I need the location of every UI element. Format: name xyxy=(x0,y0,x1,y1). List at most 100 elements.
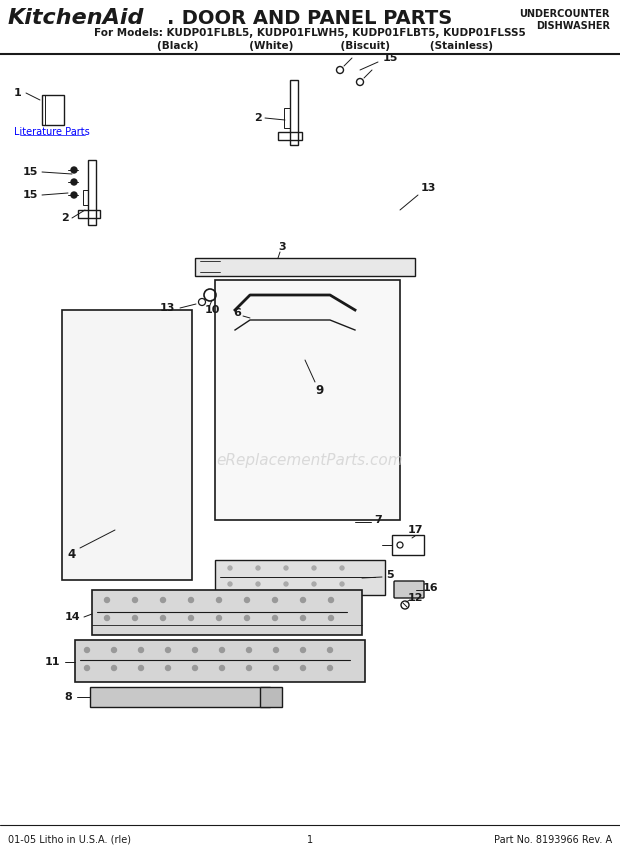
Text: 10: 10 xyxy=(205,305,219,315)
Text: (Black)              (White)             (Biscuit)           (Stainless): (Black) (White) (Biscuit) (Stainless) xyxy=(128,41,492,51)
Circle shape xyxy=(71,192,77,198)
Circle shape xyxy=(105,597,110,603)
Text: 17: 17 xyxy=(407,525,423,535)
Circle shape xyxy=(216,615,221,621)
Circle shape xyxy=(301,615,306,621)
Text: 14: 14 xyxy=(64,612,80,622)
Circle shape xyxy=(247,665,252,670)
Circle shape xyxy=(301,647,306,652)
Text: Part No. 8193966 Rev. A: Part No. 8193966 Rev. A xyxy=(494,835,612,845)
Circle shape xyxy=(301,597,306,603)
Circle shape xyxy=(312,566,316,570)
Circle shape xyxy=(133,597,138,603)
Bar xyxy=(278,132,302,140)
Circle shape xyxy=(84,665,89,670)
Circle shape xyxy=(327,647,332,652)
Circle shape xyxy=(247,647,252,652)
Circle shape xyxy=(219,647,224,652)
Circle shape xyxy=(138,647,143,652)
Bar xyxy=(75,640,365,682)
Circle shape xyxy=(188,615,193,621)
Text: 15: 15 xyxy=(22,167,38,177)
Circle shape xyxy=(112,647,117,652)
Circle shape xyxy=(273,665,278,670)
Text: 2: 2 xyxy=(254,113,262,123)
Text: .: . xyxy=(167,9,174,27)
Bar xyxy=(62,310,192,580)
Text: UNDERCOUNTER: UNDERCOUNTER xyxy=(520,9,610,19)
Text: Literature Parts: Literature Parts xyxy=(14,127,90,137)
Circle shape xyxy=(166,647,171,652)
Bar xyxy=(195,258,415,276)
Text: KitchenAid: KitchenAid xyxy=(8,8,144,28)
Circle shape xyxy=(273,615,278,621)
Circle shape xyxy=(161,615,166,621)
Circle shape xyxy=(192,647,198,652)
Circle shape xyxy=(138,665,143,670)
Circle shape xyxy=(188,597,193,603)
Text: For Models: KUDP01FLBL5, KUDP01FLWH5, KUDP01FLBT5, KUDP01FLSS5: For Models: KUDP01FLBL5, KUDP01FLWH5, KU… xyxy=(94,28,526,38)
Circle shape xyxy=(133,615,138,621)
Bar xyxy=(90,687,270,707)
Bar xyxy=(260,687,282,707)
Text: 5: 5 xyxy=(386,570,394,580)
Circle shape xyxy=(105,615,110,621)
Circle shape xyxy=(256,582,260,586)
Text: 3: 3 xyxy=(278,242,286,252)
Bar xyxy=(42,95,64,125)
Text: DISHWASHER: DISHWASHER xyxy=(536,21,610,31)
Text: 6: 6 xyxy=(233,308,241,318)
Text: 1: 1 xyxy=(307,835,313,845)
Circle shape xyxy=(161,597,166,603)
Text: 1: 1 xyxy=(14,88,22,98)
Text: 7: 7 xyxy=(374,515,382,525)
Text: 15: 15 xyxy=(383,53,397,63)
Circle shape xyxy=(112,665,117,670)
Bar xyxy=(290,80,298,145)
Circle shape xyxy=(284,582,288,586)
Bar xyxy=(215,560,385,595)
Text: 4: 4 xyxy=(68,549,76,562)
Bar xyxy=(78,210,100,218)
Circle shape xyxy=(327,665,332,670)
Circle shape xyxy=(273,647,278,652)
Circle shape xyxy=(244,615,249,621)
Bar xyxy=(215,280,400,520)
Circle shape xyxy=(284,566,288,570)
Circle shape xyxy=(219,665,224,670)
Circle shape xyxy=(340,566,344,570)
Circle shape xyxy=(340,582,344,586)
Text: 11: 11 xyxy=(44,657,60,667)
Bar xyxy=(92,590,362,635)
Text: 16: 16 xyxy=(422,583,438,593)
Text: 9: 9 xyxy=(316,383,324,396)
Text: 2: 2 xyxy=(61,213,69,223)
Circle shape xyxy=(84,647,89,652)
Circle shape xyxy=(228,582,232,586)
Circle shape xyxy=(301,665,306,670)
Circle shape xyxy=(244,597,249,603)
Text: eReplacementParts.com: eReplacementParts.com xyxy=(216,453,404,467)
Circle shape xyxy=(256,566,260,570)
Text: 8: 8 xyxy=(64,692,72,702)
Text: 13: 13 xyxy=(159,303,175,313)
Text: 15: 15 xyxy=(22,190,38,200)
Circle shape xyxy=(166,665,171,670)
Text: 12: 12 xyxy=(407,593,423,603)
Bar xyxy=(284,108,290,128)
Text: 13: 13 xyxy=(420,183,436,193)
Circle shape xyxy=(329,615,334,621)
Circle shape xyxy=(216,597,221,603)
Bar xyxy=(83,190,88,205)
Circle shape xyxy=(71,179,77,185)
FancyBboxPatch shape xyxy=(394,581,424,598)
Circle shape xyxy=(273,597,278,603)
Text: 01-05 Litho in U.S.A. (rle): 01-05 Litho in U.S.A. (rle) xyxy=(8,835,131,845)
Circle shape xyxy=(228,566,232,570)
Bar xyxy=(392,535,424,555)
Circle shape xyxy=(329,597,334,603)
Circle shape xyxy=(192,665,198,670)
Circle shape xyxy=(312,582,316,586)
Circle shape xyxy=(71,167,77,173)
Text: DOOR AND PANEL PARTS: DOOR AND PANEL PARTS xyxy=(175,9,452,27)
